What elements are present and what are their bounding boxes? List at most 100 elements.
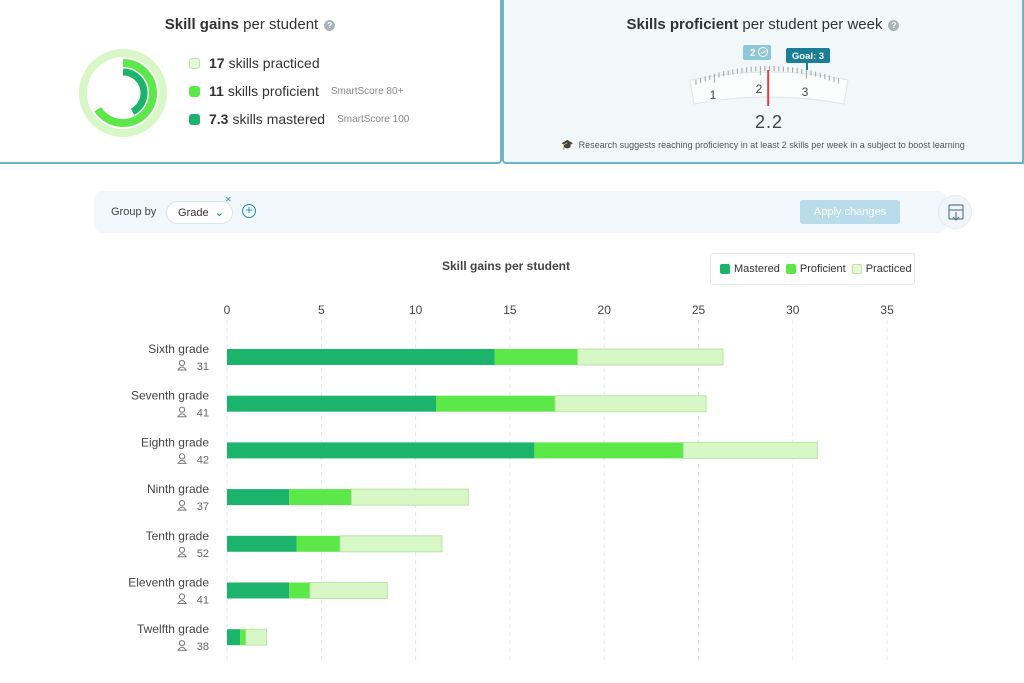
help-icon[interactable]: ? (888, 20, 900, 31)
add-filter-button[interactable]: + (242, 204, 256, 218)
x-tick-label: 15 (503, 303, 517, 317)
bar-mastered (227, 489, 290, 506)
mastered-swatch (189, 113, 200, 125)
gauge-ticks (695, 66, 840, 85)
bar-practiced (245, 628, 268, 646)
x-tick-label: 0 (224, 303, 231, 317)
bar-proficient (436, 395, 556, 412)
skill-gains-card: Skill gains per student? 17 skills practi… (0, 0, 502, 164)
research-note: 🎓 Research suggests reaching proficiency … (561, 140, 965, 151)
proficiency-value: 2.2 (754, 112, 784, 132)
filter-toolbar: Group by Grade ⌄ ✕ + Apply changes (94, 191, 946, 233)
goal-badge (786, 48, 830, 63)
goal-badge-label: Goal: 3 (792, 51, 824, 62)
bar-practiced (577, 348, 724, 366)
x-tick-label: 20 (598, 303, 612, 317)
proficient-ring (89, 59, 157, 127)
bar-mastered (227, 442, 535, 459)
proficiency-gauge: 1 2 3 2 Goal: 3 (689, 45, 849, 106)
check-icon (758, 47, 768, 57)
student-icon-body (177, 506, 187, 511)
student-icon-body (177, 646, 187, 651)
bar-proficient (289, 489, 352, 506)
practiced-ring (79, 49, 167, 137)
x-tick-label: 5 (318, 303, 325, 317)
bar-practiced (339, 535, 443, 553)
gauge-label-2: 2 (756, 82, 763, 96)
bar-practiced (309, 582, 388, 599)
bar-proficient (289, 582, 310, 599)
check-mark (760, 50, 766, 55)
bar-mastered (227, 349, 495, 365)
bar-mastered (227, 629, 241, 646)
student-icon (178, 640, 186, 647)
student-count: 41 (197, 595, 209, 607)
download-button[interactable] (938, 195, 972, 229)
bar-practiced (350, 488, 469, 506)
bar-practiced (554, 395, 707, 413)
student-icon (178, 500, 186, 507)
x-tick-label: 10 (409, 303, 423, 317)
practiced-summary: 17 skills practiced (189, 55, 320, 71)
group-by-label: Group by (111, 206, 157, 218)
skills-proficient-card: Skills proficient per student per week? … (502, 0, 1024, 164)
gauge-label-3: 3 (802, 85, 809, 99)
legend-proficient[interactable]: Proficient (785, 263, 846, 275)
student-count: 31 (197, 361, 209, 373)
category-label: Seventh grade (131, 389, 209, 403)
student-icon-body (177, 366, 187, 371)
bar-proficient (534, 442, 684, 459)
x-tick-label: 30 (786, 303, 800, 317)
remove-filter-icon[interactable]: ✕ (225, 195, 232, 204)
chevron-down-icon: ⌄ (214, 207, 224, 219)
x-tick-label: 25 (692, 303, 706, 317)
category-label: Ninth grade (147, 482, 209, 496)
x-tick-label: 35 (880, 303, 894, 317)
student-icon (178, 406, 186, 413)
student-count: 37 (197, 501, 209, 513)
graduation-cap-icon: 🎓 (561, 140, 574, 151)
legend-practiced[interactable]: Practiced (851, 263, 912, 275)
bar-proficient (296, 535, 341, 552)
category-label: Tenth grade (146, 529, 210, 543)
student-count: 42 (197, 454, 209, 466)
student-icon (178, 453, 186, 460)
grade-dropdown[interactable]: Grade ⌄ (166, 201, 233, 224)
student-icon (178, 546, 186, 553)
student-icon (178, 593, 186, 600)
help-icon[interactable]: ? (324, 20, 336, 31)
current-badge (743, 45, 771, 60)
bar-mastered (227, 395, 437, 412)
skill-gains-ring-chart (79, 49, 167, 137)
student-count: 38 (197, 641, 209, 653)
chart-title: Skill gains per student (441, 259, 571, 273)
student-count: 52 (197, 548, 209, 560)
student-icon (178, 359, 186, 367)
skills-proficient-title: Skills proficient per student per week? (504, 16, 1022, 33)
chart-legend: Mastered Proficient Practiced (710, 253, 915, 285)
mastered-summary: 7.3 skills mastered SmartScore 100 (189, 111, 409, 127)
proficient-summary: 11 skills proficient SmartScore 80+ (189, 83, 403, 99)
bar-mastered (227, 535, 297, 552)
bar-proficient (494, 349, 578, 365)
category-label: Twelfth grade (137, 622, 209, 636)
legend-mastered[interactable]: Mastered (720, 263, 780, 275)
category-label: Eleventh grade (128, 576, 209, 590)
bar-mastered (227, 582, 290, 599)
student-icon-body (177, 413, 187, 418)
proficient-swatch (189, 85, 200, 97)
mastered-ring (98, 68, 148, 118)
student-icon-body (177, 600, 187, 604)
bar-practiced (682, 441, 818, 459)
gauge-label-1: 1 (710, 88, 717, 102)
student-icon-body (177, 459, 187, 464)
apply-changes-button[interactable]: Apply changes (800, 200, 900, 224)
bar-proficient (240, 629, 246, 646)
category-label: Eighth grade (141, 435, 209, 449)
practiced-swatch (189, 57, 200, 69)
download-icon (948, 204, 964, 221)
current-badge-value: 2 (750, 48, 756, 59)
student-count: 41 (197, 408, 209, 420)
category-label: Sixth grade (148, 342, 209, 356)
skill-gains-title: Skill gains per student? (0, 16, 500, 33)
